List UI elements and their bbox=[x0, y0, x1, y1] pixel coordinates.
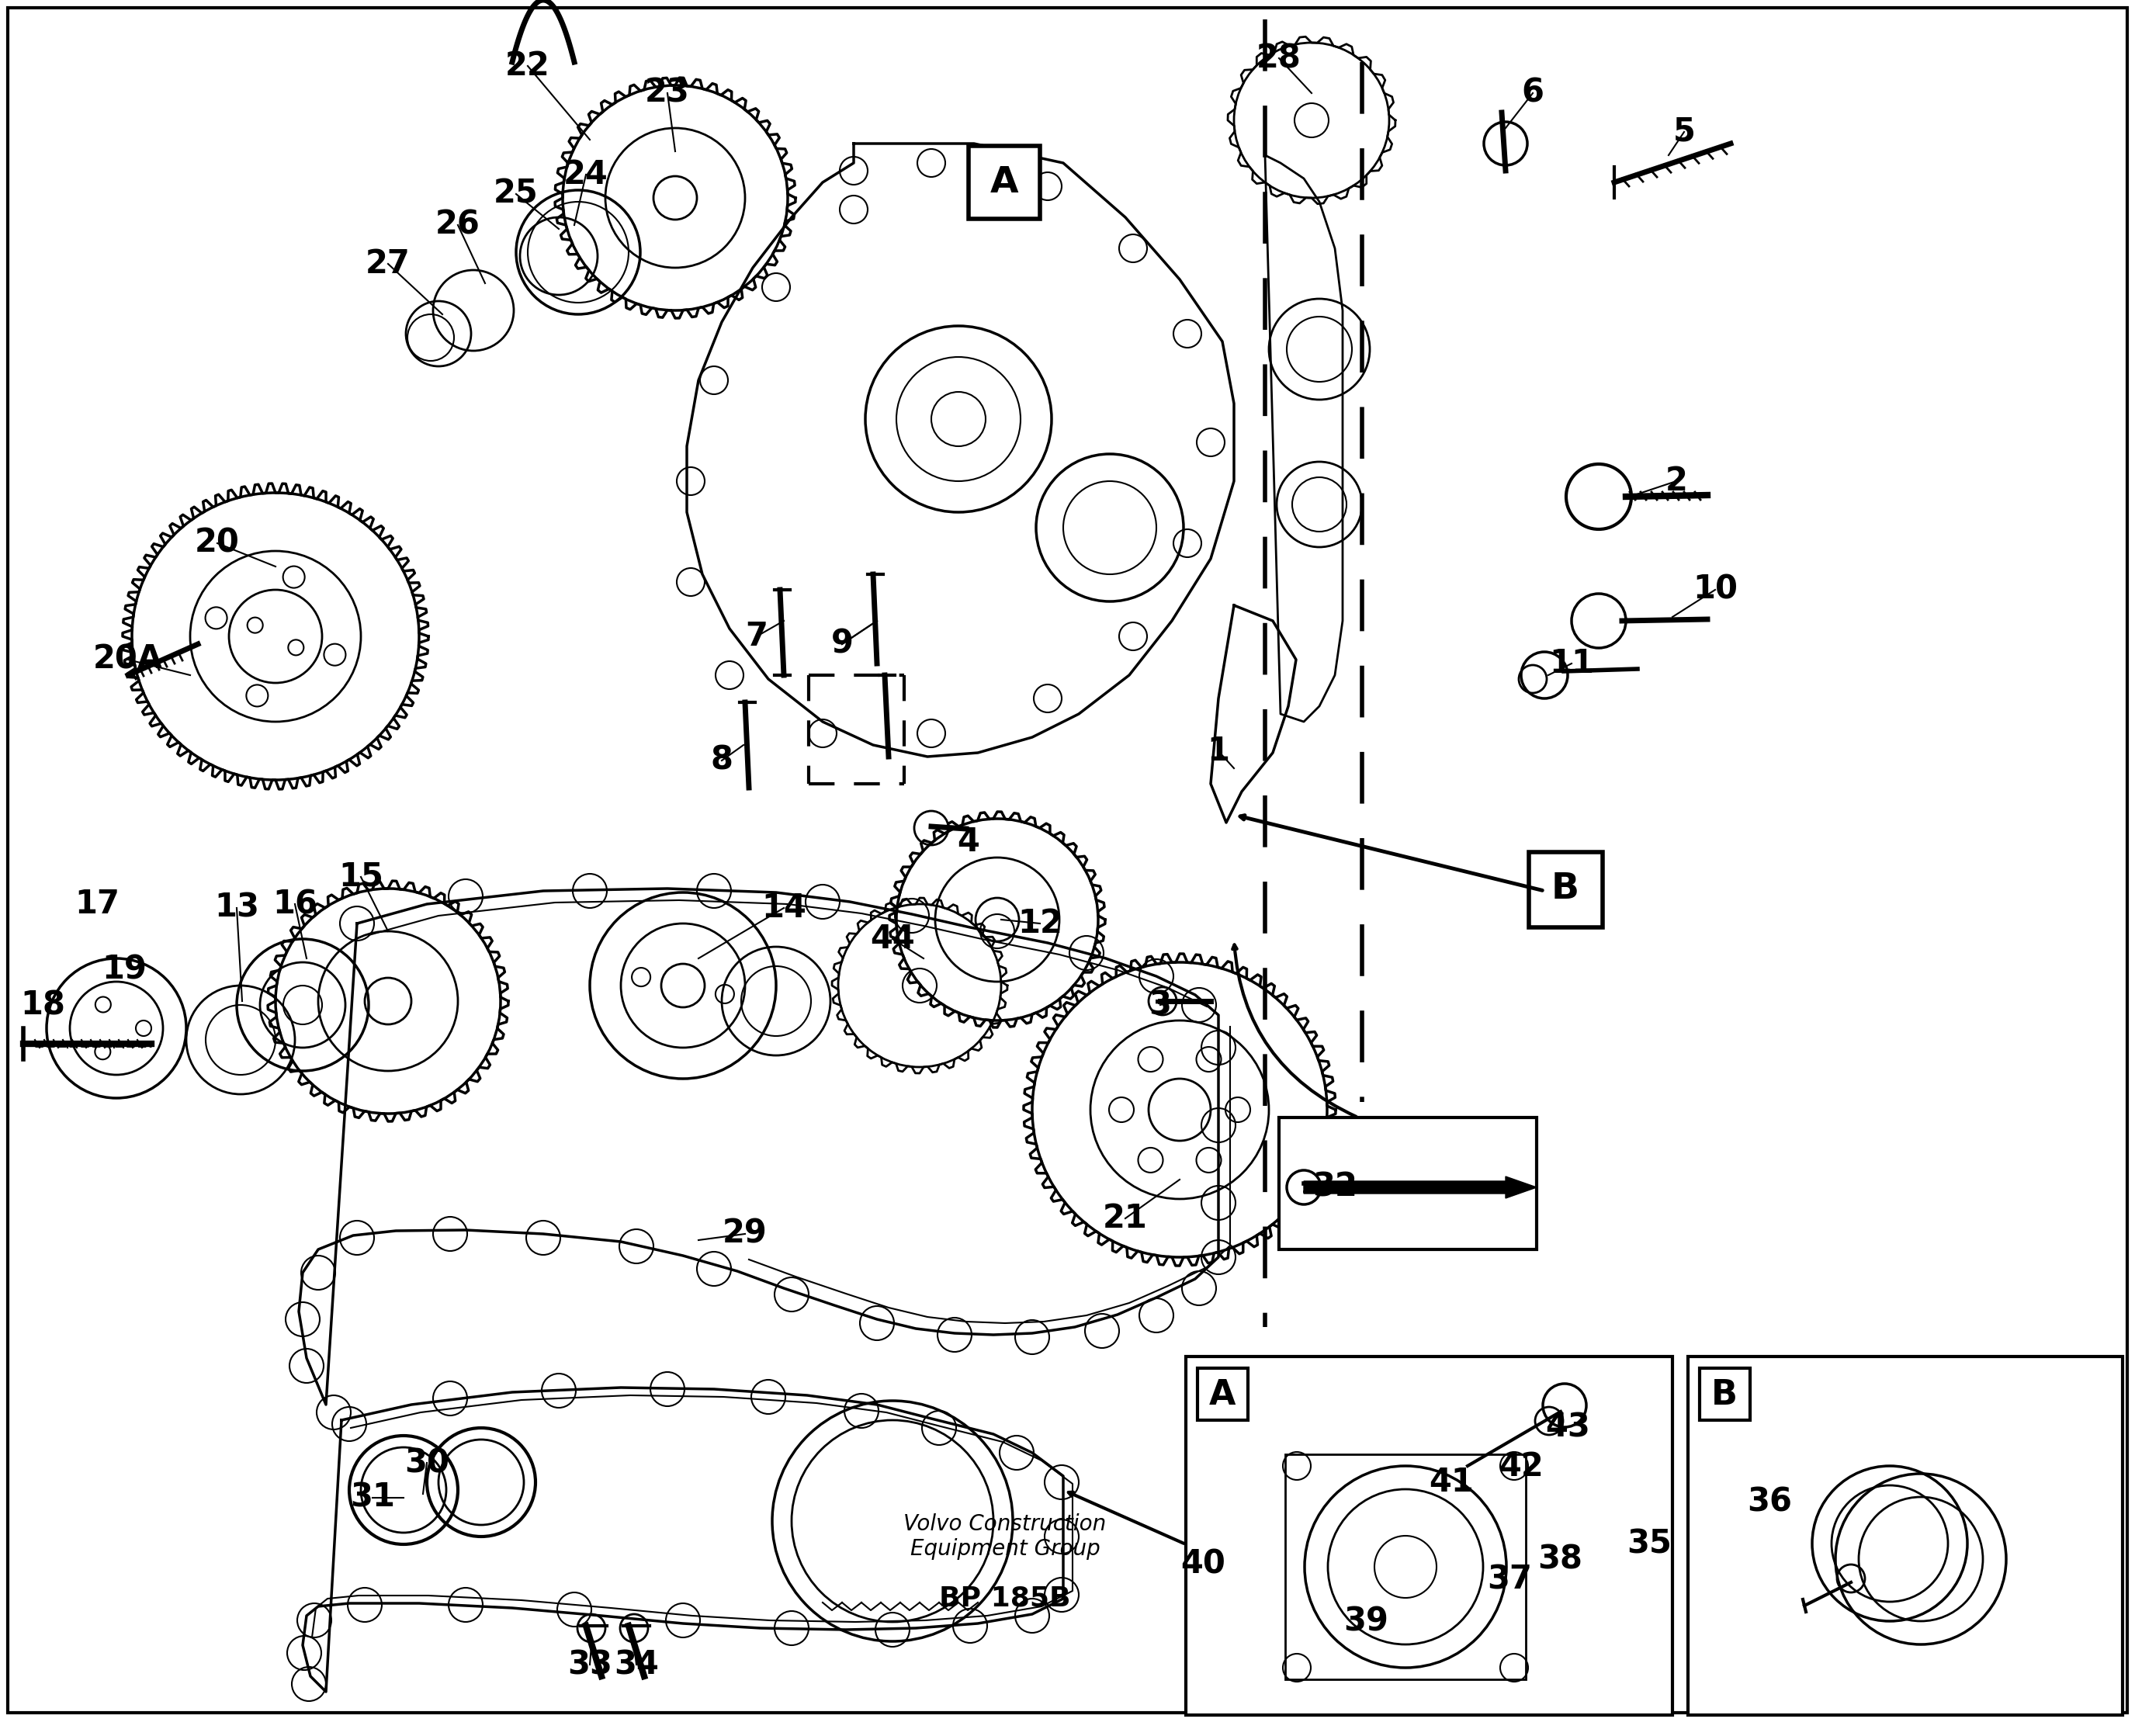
Text: 7: 7 bbox=[745, 620, 769, 653]
Text: A: A bbox=[991, 165, 1018, 200]
Bar bbox=[1699, 1368, 1751, 1420]
Text: 36: 36 bbox=[1746, 1486, 1791, 1517]
Bar bbox=[1689, 1356, 2122, 1715]
Text: 31: 31 bbox=[350, 1481, 395, 1514]
Text: 20: 20 bbox=[194, 528, 239, 559]
Bar bbox=[1529, 852, 1603, 927]
Bar bbox=[1185, 1356, 1672, 1715]
Bar bbox=[1279, 1118, 1537, 1250]
Text: 29: 29 bbox=[722, 1217, 766, 1250]
Text: 19: 19 bbox=[102, 953, 147, 986]
Text: B: B bbox=[1552, 871, 1580, 906]
Text: 39: 39 bbox=[1343, 1606, 1388, 1639]
Text: Volvo Construction
Equipment Group: Volvo Construction Equipment Group bbox=[903, 1514, 1106, 1561]
Bar bbox=[1285, 1455, 1527, 1679]
Text: 44: 44 bbox=[871, 924, 916, 955]
Text: 22: 22 bbox=[506, 50, 551, 82]
Bar bbox=[1198, 1368, 1249, 1420]
Text: 18: 18 bbox=[19, 990, 66, 1021]
Text: 3: 3 bbox=[1149, 990, 1172, 1021]
Text: 30: 30 bbox=[404, 1446, 448, 1479]
Text: 34: 34 bbox=[615, 1647, 660, 1680]
Text: 38: 38 bbox=[1537, 1543, 1582, 1576]
Text: 41: 41 bbox=[1428, 1465, 1473, 1498]
Text: 2: 2 bbox=[1665, 465, 1687, 498]
Text: 16: 16 bbox=[273, 887, 318, 920]
Text: 20A: 20A bbox=[94, 644, 162, 675]
Text: 24: 24 bbox=[564, 158, 608, 191]
Text: 33: 33 bbox=[568, 1647, 613, 1680]
Text: 40: 40 bbox=[1181, 1547, 1225, 1580]
Text: 25: 25 bbox=[493, 177, 538, 210]
FancyArrow shape bbox=[1304, 1177, 1537, 1198]
Text: 10: 10 bbox=[1693, 573, 1738, 606]
Text: 21: 21 bbox=[1104, 1201, 1149, 1234]
Text: BP 185B: BP 185B bbox=[939, 1585, 1072, 1611]
Text: 6: 6 bbox=[1522, 76, 1544, 109]
Text: 17: 17 bbox=[75, 887, 120, 920]
Text: 32: 32 bbox=[1313, 1172, 1358, 1203]
Text: 35: 35 bbox=[1627, 1528, 1672, 1561]
Text: 14: 14 bbox=[762, 892, 807, 924]
Text: 11: 11 bbox=[1550, 648, 1595, 681]
Text: 12: 12 bbox=[1018, 908, 1063, 939]
Bar bbox=[969, 146, 1040, 219]
Text: 15: 15 bbox=[339, 861, 384, 894]
Text: 23: 23 bbox=[645, 76, 690, 109]
Text: A: A bbox=[1208, 1378, 1236, 1411]
Text: 13: 13 bbox=[214, 892, 258, 924]
Text: 1: 1 bbox=[1206, 734, 1230, 767]
Text: B: B bbox=[1712, 1378, 1738, 1411]
Text: 28: 28 bbox=[1258, 42, 1302, 75]
Text: 26: 26 bbox=[436, 208, 480, 241]
Text: 8: 8 bbox=[711, 745, 732, 776]
Text: 42: 42 bbox=[1499, 1450, 1544, 1483]
Text: 4: 4 bbox=[956, 826, 980, 858]
Text: 37: 37 bbox=[1486, 1562, 1533, 1595]
Text: 5: 5 bbox=[1674, 116, 1695, 148]
Text: 43: 43 bbox=[1546, 1411, 1591, 1444]
Text: 9: 9 bbox=[831, 628, 854, 660]
Text: 27: 27 bbox=[365, 248, 410, 279]
